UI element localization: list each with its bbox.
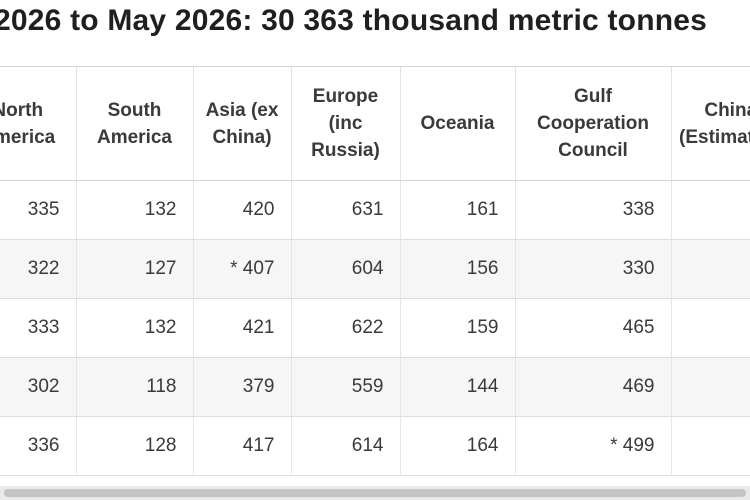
table-cell: * 3: [670, 298, 750, 358]
table-cell: 132: [75, 180, 193, 240]
header-row: North America South America Asia (ex Chi…: [0, 66, 750, 181]
table-cell: 302: [0, 357, 76, 417]
table-cell: * 407: [192, 239, 291, 299]
header-gcc: Gulf Cooperation Council: [514, 66, 671, 181]
table-cell: 335: [0, 180, 76, 240]
table-cell: 336: [0, 416, 76, 476]
table-cell: 333: [0, 298, 76, 358]
header-north-america: North America: [0, 66, 76, 181]
table-cell: * 3: [670, 239, 750, 299]
header-south-america: South America: [75, 66, 193, 181]
table-cell: 631: [290, 180, 400, 240]
table-container[interactable]: North America South America Asia (ex Chi…: [0, 66, 750, 484]
table-cell: 132: [75, 298, 193, 358]
scrollbar-thumb[interactable]: [4, 489, 746, 497]
table-cell: 420: [192, 180, 291, 240]
table-cell: 417: [192, 416, 291, 476]
horizontal-scrollbar[interactable]: [0, 486, 750, 500]
table-row: 302 118 379 559 144 469 * 3: [0, 357, 750, 417]
table-cell: 559: [290, 357, 400, 417]
table-row: 333 132 421 622 159 465 * 3: [0, 298, 750, 358]
table-cell: 3: [670, 180, 750, 240]
table-cell: 156: [399, 239, 515, 299]
header-europe: Europe (inc Russia): [290, 66, 400, 181]
table-cell: 622: [290, 298, 400, 358]
table-cell: 159: [399, 298, 515, 358]
table-cell: 161: [399, 180, 515, 240]
table-cell: 118: [75, 357, 193, 417]
table-cell: 465: [514, 298, 671, 358]
table-cell: 322: [0, 239, 76, 299]
header-asia: Asia (ex China): [192, 66, 291, 181]
table-cell: 614: [290, 416, 400, 476]
table-body: 335 132 420 631 161 338 3 322 127 * 407 …: [0, 180, 750, 476]
production-table: North America South America Asia (ex Chi…: [0, 66, 750, 476]
page-title: 2026 to May 2026: 30 363 thousand metric…: [0, 4, 708, 37]
header-oceania: Oceania: [399, 66, 515, 181]
table-cell: 330: [514, 239, 671, 299]
table-row: 322 127 * 407 604 156 330 * 3: [0, 239, 750, 299]
table-row: 336 128 417 614 164 * 499 * 3: [0, 416, 750, 476]
table-cell: 128: [75, 416, 193, 476]
table-cell: 338: [514, 180, 671, 240]
table-header: North America South America Asia (ex Chi…: [0, 66, 750, 181]
table-cell: 379: [192, 357, 291, 417]
table-cell: 144: [399, 357, 515, 417]
table-cell: * 499: [514, 416, 671, 476]
table-cell: 604: [290, 239, 400, 299]
table-cell: 127: [75, 239, 193, 299]
table-cell: 164: [399, 416, 515, 476]
table-row: 335 132 420 631 161 338 3: [0, 180, 750, 240]
header-china: China (Estimated): [670, 66, 750, 181]
table-cell: 469: [514, 357, 671, 417]
table-cell: * 3: [670, 416, 750, 476]
table-cell: * 3: [670, 357, 750, 417]
table-cell: 421: [192, 298, 291, 358]
